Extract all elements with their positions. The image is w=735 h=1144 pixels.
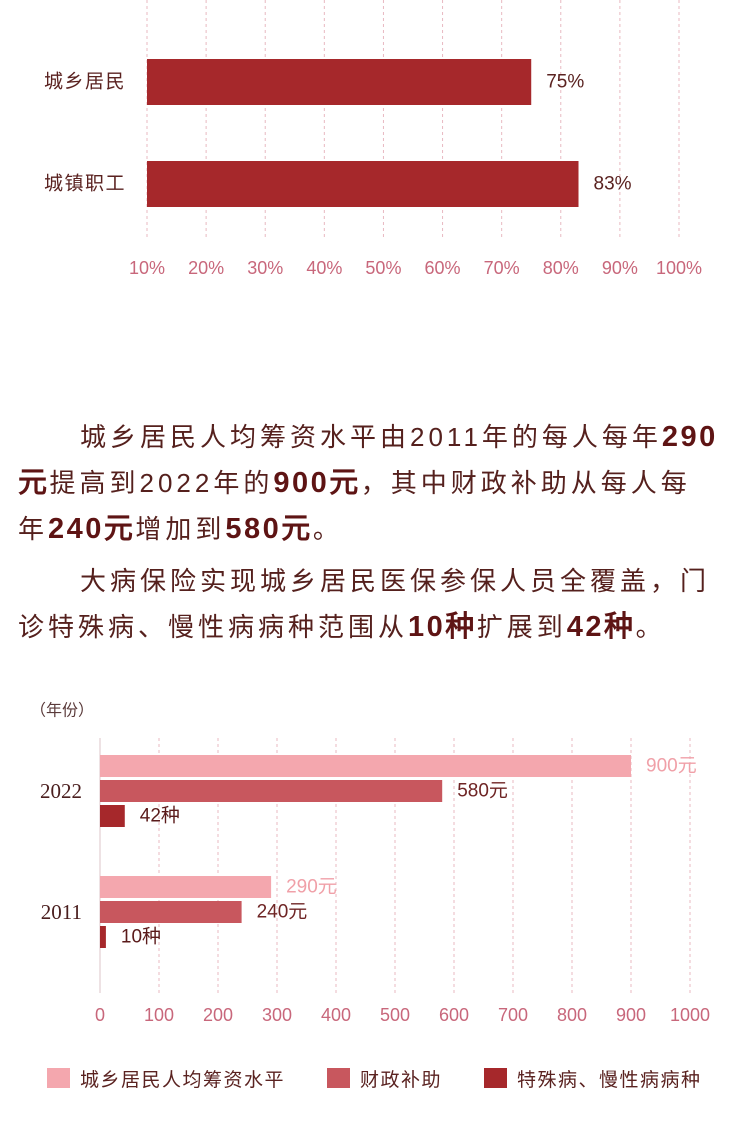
text-line: 诊特殊病、慢性病病种范围从 10种 扩展到 42种 。 xyxy=(18,604,723,650)
text-line: 元 提高到2022年的 900元 ，其中财政补助从每人每 xyxy=(18,460,723,506)
body-text: 扩展到 xyxy=(476,612,567,642)
data-label: 75% xyxy=(546,72,584,93)
x-tick-label: 10% xyxy=(129,258,165,278)
x-tick-label: 30% xyxy=(247,258,283,278)
highlight-figure: 580元 xyxy=(225,513,313,545)
body-text: 大病保险实现城乡居民医保参保人员全覆盖，门 xyxy=(80,566,711,596)
bar xyxy=(100,755,631,777)
x-tick-label: 0 xyxy=(95,1005,105,1025)
x-tick-label: 600 xyxy=(439,1005,469,1025)
x-tick-label: 200 xyxy=(203,1005,233,1025)
x-tick-label: 800 xyxy=(557,1005,587,1025)
highlight-figure: 10种 xyxy=(408,611,477,643)
text-line: 大病保险实现城乡居民医保参保人员全覆盖，门 xyxy=(18,558,723,604)
x-tick-label: 80% xyxy=(543,258,579,278)
x-tick-label: 400 xyxy=(321,1005,351,1025)
legend-label: 城乡居民人均筹资水平 xyxy=(80,1069,286,1091)
legend-swatch xyxy=(47,1068,70,1088)
coverage-bar-chart: 10% 20% 30% 40% 50% 60% 70% 80% 90% 100% 城乡居民 75% 城镇… xyxy=(44,0,702,278)
x-tick-label: 70% xyxy=(484,258,520,278)
bar xyxy=(100,780,443,802)
bar xyxy=(100,901,242,923)
body-text: 。 xyxy=(312,514,343,544)
chart-legend: 城乡居民人均筹资水平 财政补助 特殊病、慢性病病种 xyxy=(47,1065,702,1092)
x-tick-label: 900 xyxy=(616,1005,646,1025)
legend-swatch xyxy=(327,1068,351,1088)
highlight-figure: 240元 xyxy=(48,513,136,545)
body-text: 年 xyxy=(18,514,49,544)
x-tick-label: 100 xyxy=(144,1005,174,1025)
category-label: 城乡居民 xyxy=(44,71,126,93)
body-text: 城乡居民人均筹资水平由2011年的每人每年 xyxy=(80,422,662,452)
data-label: 240元 xyxy=(257,902,308,923)
text-line: 城乡居民人均筹资水平由2011年的每人每年 290 xyxy=(18,414,723,460)
bar xyxy=(147,59,532,105)
funding-bar-chart: （年份） 0 100 200 300 400 500 600 700 800 900 1000 2022… xyxy=(30,702,710,1026)
paragraph-serious-illness: 大病保险实现城乡居民医保参保人员全覆盖，门 诊特殊病、慢性病病种范围从 10种 … xyxy=(18,558,723,650)
x-tick-label: 700 xyxy=(498,1005,528,1025)
body-text: 提高到2022年的 xyxy=(49,468,274,498)
y-axis-title: （年份） xyxy=(30,702,94,720)
bar xyxy=(100,805,125,827)
highlight-figure: 42种 xyxy=(566,611,636,643)
legend-item: 城乡居民人均筹资水平 xyxy=(47,1065,285,1092)
x-tick-label: 50% xyxy=(365,258,401,278)
category-label: 城镇职工 xyxy=(44,173,126,195)
x-tick-label: 100% xyxy=(656,258,702,278)
data-label: 290元 xyxy=(286,877,337,898)
legend-swatch xyxy=(484,1068,508,1088)
legend-item: 财政补助 xyxy=(327,1065,442,1092)
text-line: 年 240元 增加到 580元 。 xyxy=(18,506,723,552)
x-tick-label: 500 xyxy=(380,1005,410,1025)
category-label: 2011 xyxy=(41,900,82,924)
highlight-figure: 元 xyxy=(18,467,50,499)
x-tick-label: 60% xyxy=(425,258,461,278)
x-tick-label: 40% xyxy=(306,258,342,278)
data-label: 900元 xyxy=(646,756,697,777)
data-label: 580元 xyxy=(457,781,508,802)
x-tick-label: 300 xyxy=(262,1005,292,1025)
article-text: 城乡居民人均筹资水平由2011年的每人每年 290 元 提高到2022年的 90… xyxy=(18,414,723,650)
body-text: 。 xyxy=(635,612,666,642)
x-tick-label: 90% xyxy=(602,258,638,278)
bar xyxy=(100,876,272,898)
x-tick-label: 1000 xyxy=(670,1005,710,1025)
data-label: 42种 xyxy=(140,805,180,827)
body-text: 诊特殊病、慢性病病种范围从 xyxy=(18,612,409,642)
body-text: 增加到 xyxy=(135,514,226,544)
data-label: 10种 xyxy=(121,926,161,948)
paragraph-financing: 城乡居民人均筹资水平由2011年的每人每年 290 元 提高到2022年的 90… xyxy=(18,414,723,552)
body-text: ，其中财政补助从每人每 xyxy=(360,468,691,498)
legend-label: 财政补助 xyxy=(360,1069,443,1091)
x-tick-label: 20% xyxy=(188,258,224,278)
data-label: 83% xyxy=(594,174,632,195)
highlight-figure: 290 xyxy=(661,421,718,453)
category-label: 2022 xyxy=(40,779,82,803)
highlight-figure: 900元 xyxy=(273,467,361,499)
legend-item: 特殊病、慢性病病种 xyxy=(484,1065,702,1092)
bar xyxy=(100,926,106,948)
bar xyxy=(147,161,579,207)
legend-label: 特殊病、慢性病病种 xyxy=(517,1069,702,1091)
